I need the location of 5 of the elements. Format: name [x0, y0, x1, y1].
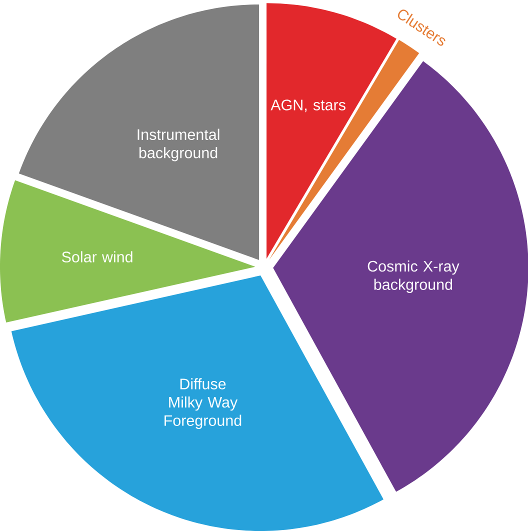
slice-label: Solar wind [62, 251, 132, 262]
slice-label: Instrumental background [138, 128, 220, 162]
slice-label: Cosmic X-ray background [368, 260, 460, 293]
slice-label: Diffuse Milky Way Foreground [164, 378, 241, 429]
slice-label: AGN, stars [270, 100, 346, 112]
